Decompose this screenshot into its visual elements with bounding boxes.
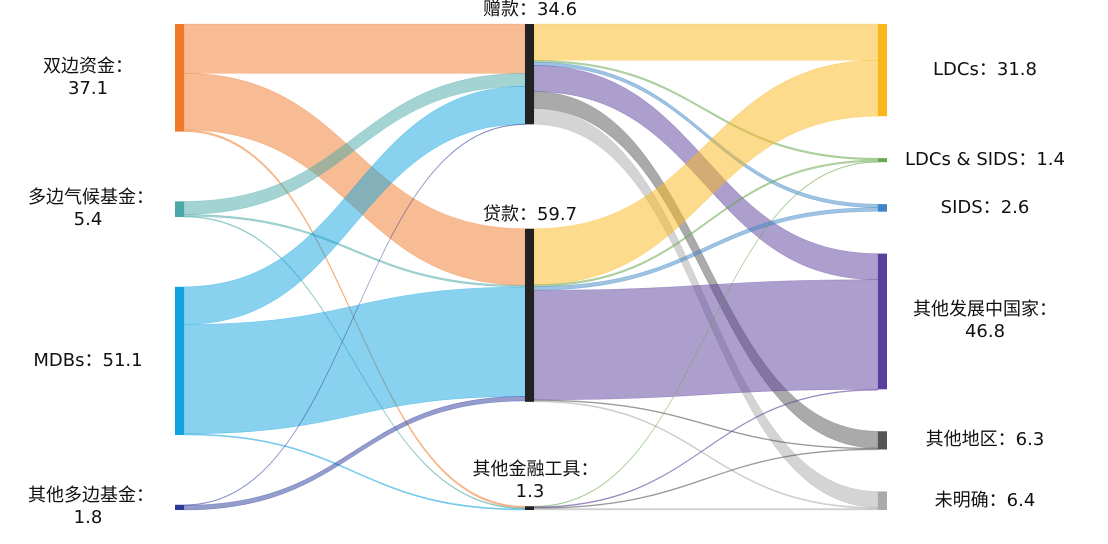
node-name: 双边资金：	[43, 55, 133, 77]
link	[533, 279, 879, 401]
node	[525, 24, 534, 125]
node-name: 多边气候基金：	[28, 187, 154, 209]
link	[533, 23, 879, 61]
node	[878, 431, 887, 450]
link	[533, 389, 879, 508]
link	[533, 448, 879, 509]
node	[525, 506, 534, 510]
node-label: 未明确：6.4	[905, 490, 1065, 512]
node-name: 其他发展中国家：	[913, 299, 1057, 321]
node-value: 1.3	[515, 481, 545, 503]
node-label: 多边气候基金：5.4	[28, 187, 154, 231]
node-value: 5.4	[73, 209, 103, 231]
node-name: LDCs & SIDS：	[905, 149, 1037, 171]
node-label: LDCs & SIDS：1.4	[905, 149, 1065, 171]
node-label: 双边资金：37.1	[28, 56, 148, 100]
node-name: 未明确：	[934, 489, 1007, 511]
node-label: 赠款：34.6	[473, 0, 588, 21]
node-value: 31.8	[996, 59, 1037, 81]
node	[878, 253, 887, 390]
node-name: 其他地区：	[925, 429, 1016, 451]
link	[183, 23, 526, 74]
node-name: 其他金融工具：	[472, 459, 599, 481]
node	[878, 24, 887, 117]
node-name: 贷款：	[482, 203, 537, 225]
node-value: 6.4	[1006, 489, 1036, 511]
node-name: SIDS：	[940, 196, 1001, 218]
node-name: 其他多边基金：	[28, 485, 154, 507]
node-value: 1.4	[1036, 149, 1065, 171]
node	[525, 228, 534, 402]
node-value: 51.1	[102, 349, 143, 371]
node-label: 其他多边基金：1.8	[28, 485, 154, 529]
node-label: 其他地区：6.3	[905, 429, 1065, 451]
node-name: 赠款：	[482, 0, 537, 20]
node-value: 34.6	[536, 0, 578, 20]
node-label: SIDS：2.6	[905, 197, 1065, 219]
node-value: 37.1	[67, 77, 109, 99]
node-value: 6.3	[1015, 429, 1045, 451]
node	[175, 504, 184, 510]
node	[175, 201, 184, 218]
node-value: 46.8	[964, 321, 1006, 343]
node-label: MDBs：51.1	[28, 350, 148, 372]
link	[533, 508, 879, 511]
node	[878, 491, 887, 510]
node	[878, 204, 887, 212]
node-value: 1.8	[73, 507, 103, 529]
node-name: LDCs：	[933, 59, 997, 81]
node-value: 59.7	[536, 203, 578, 225]
node-label: 其他金融工具：1.3	[473, 459, 599, 503]
node-label: LDCs：31.8	[905, 59, 1065, 81]
node-label: 贷款：59.7	[473, 204, 588, 226]
node-value: 2.6	[1000, 196, 1030, 218]
link	[183, 123, 526, 506]
node	[175, 286, 184, 435]
node	[175, 24, 184, 132]
node-label: 其他发展中国家：46.8	[905, 299, 1065, 343]
node	[878, 158, 887, 163]
node-name: MDBs：	[33, 349, 103, 371]
